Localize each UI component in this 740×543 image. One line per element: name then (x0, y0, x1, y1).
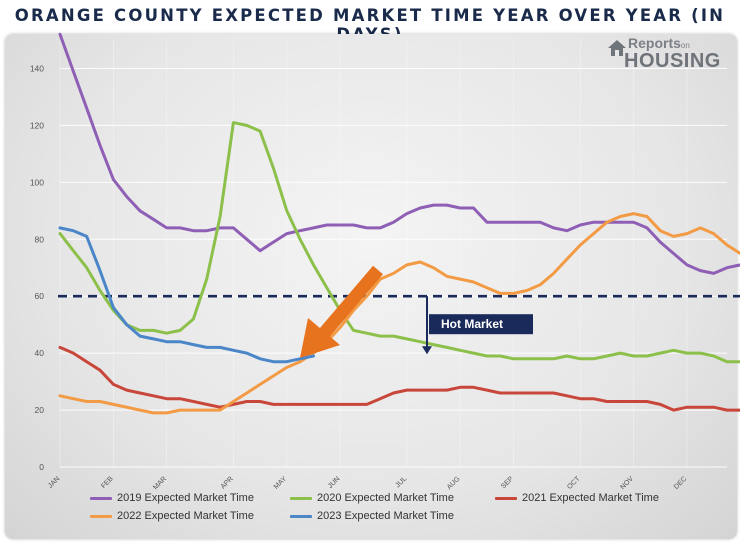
reports-on-housing-logo: Reportson HOUSING (600, 35, 732, 76)
y-tick-label: 40 (35, 348, 45, 358)
x-tick-label: DEC (673, 475, 688, 490)
series-line-2019 (58, 32, 740, 275)
legend-label: 2022 Expected Market Time (117, 510, 254, 522)
y-tick-label: 140 (30, 63, 44, 73)
y-tick-label: 0 (39, 462, 44, 472)
x-tick-label: MAR (152, 475, 168, 491)
x-tick-label: JUN (327, 475, 342, 490)
x-tick-label: SEP (500, 475, 515, 490)
x-tick-label: OCT (566, 475, 582, 491)
hot-market-label-box (429, 314, 533, 335)
y-tick-label: 20 (35, 405, 45, 415)
orange-arrow-shaft (315, 265, 383, 343)
legend-item-2021: 2021 Expected Market Time (495, 492, 659, 504)
legend: 2019 Expected Market Time 2020 Expected … (90, 492, 710, 528)
y-tick-label: 60 (35, 291, 45, 301)
x-tick-label: APR (220, 475, 235, 490)
legend-swatch (90, 496, 112, 500)
orange-arrow-annotation (300, 265, 383, 358)
y-tick-label: 100 (30, 177, 44, 187)
legend-label: 2019 Expected Market Time (117, 492, 254, 504)
logo-house-icon (608, 40, 626, 56)
x-tick-label: MAY (273, 475, 289, 491)
legend-swatch (290, 496, 312, 500)
hot-market-annotation: Hot Market (422, 296, 533, 355)
series-line-2022 (58, 212, 740, 415)
x-tick-label: NOV (619, 475, 635, 491)
x-tick-label: FEB (100, 475, 115, 490)
legend-label: 2023 Expected Market Time (317, 510, 454, 522)
legend-item-2020: 2020 Expected Market Time (290, 492, 454, 504)
y-tick-label: 80 (35, 234, 45, 244)
logo-text-reports: Reportson (628, 35, 690, 51)
y-tick-label: 120 (30, 120, 44, 130)
x-tick-label: AUG (446, 475, 462, 491)
series-line-2020 (58, 121, 740, 364)
logo-text-housing: HOUSING (624, 50, 721, 72)
legend-swatch (290, 514, 312, 518)
logo-reports: Reports (628, 35, 681, 51)
series-lines (58, 32, 740, 415)
legend-item-2022: 2022 Expected Market Time (90, 510, 254, 522)
y-axis: 0 20 40 60 80 100 120 140 (30, 63, 44, 472)
hot-market-label: Hot Market (441, 317, 503, 331)
x-tick-label: JAN (47, 475, 61, 489)
legend-label: 2021 Expected Market Time (522, 492, 659, 504)
series-line-2023 (58, 226, 315, 364)
x-tick-label: JUL (394, 475, 408, 489)
legend-swatch (495, 496, 517, 500)
x-axis: JAN FEB MAR APR MAY JUN JUL AUG SEP OCT NOV DEC (47, 475, 688, 491)
series-line-2021 (58, 345, 740, 412)
hot-market-arrow-head (422, 346, 432, 355)
orange-arrow-head (300, 318, 340, 358)
legend-item-2023: 2023 Expected Market Time (290, 510, 454, 522)
legend-swatch (90, 514, 112, 518)
legend-item-2019: 2019 Expected Market Time (90, 492, 254, 504)
legend-label: 2020 Expected Market Time (317, 492, 454, 504)
logo-on: on (680, 41, 690, 50)
